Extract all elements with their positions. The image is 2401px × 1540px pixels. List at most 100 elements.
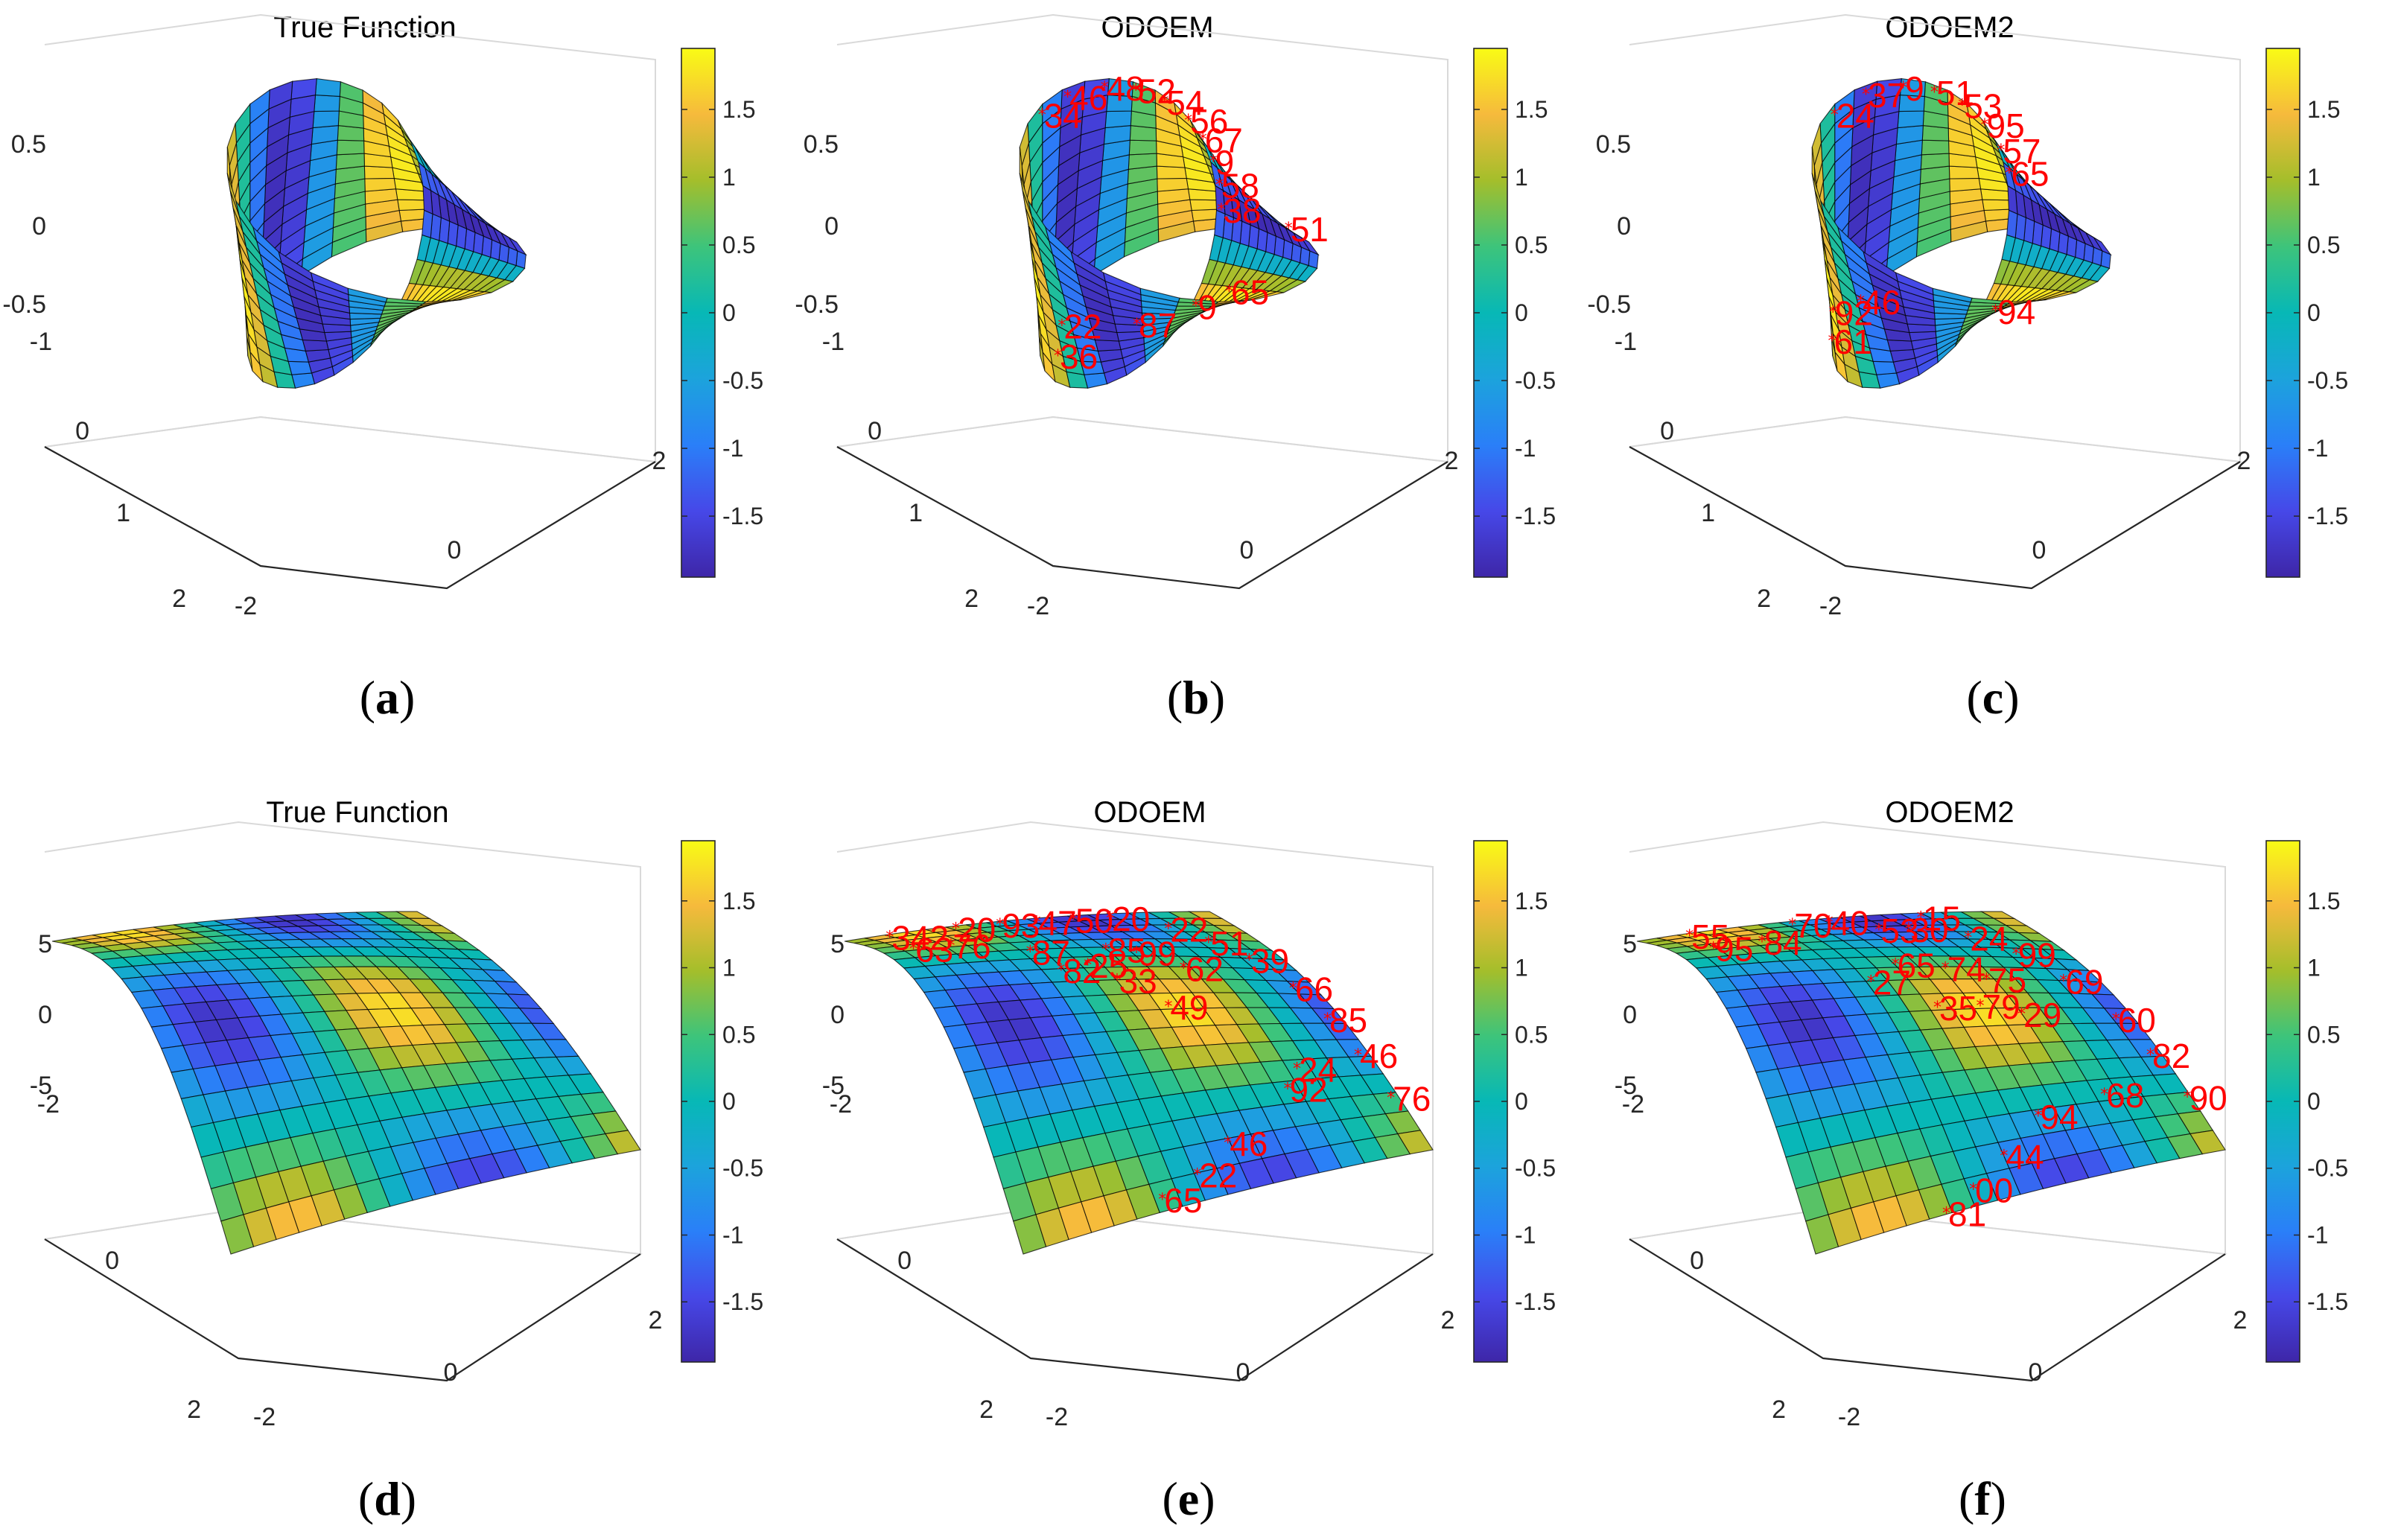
- sample-star: *: [1158, 1191, 1166, 1209]
- y-tick-label: -2: [1622, 1090, 1644, 1119]
- colorbar-tick-label: 1.5: [2307, 888, 2340, 914]
- colorbar-tick-label: -1: [1515, 435, 1536, 462]
- sample-label: 87: [1139, 306, 1177, 345]
- y-tick-label: 2: [187, 1396, 201, 1424]
- colorbar-tick-label: 1.5: [1515, 96, 1548, 123]
- x-tick-label: 2: [1441, 1306, 1455, 1334]
- axes-floor-frame: [836, 416, 1451, 590]
- sample-star: *: [1904, 920, 1912, 939]
- colorbar-tick-label: -1: [722, 435, 743, 462]
- sample-star: *: [1113, 972, 1122, 990]
- z-tick-label: 0.5: [1596, 130, 1631, 159]
- sample-star: *: [1038, 106, 1046, 125]
- surface-cell: [314, 77, 341, 97]
- subfigure-label: (f): [1959, 1472, 2006, 1525]
- colorbar-tick-label: 0.5: [1515, 232, 1548, 258]
- subfigure-letter: c: [1982, 671, 2003, 724]
- axis-ticks: 0.5 0 -0.5 -1 0 1 2 -2 0 2: [2, 130, 666, 620]
- surface-cell: [363, 165, 395, 179]
- subfigure-letter: d: [374, 1472, 401, 1525]
- sample-label: 46: [1069, 79, 1107, 118]
- surface-cell: [335, 153, 365, 170]
- sample-marks: *342 *20 *93*47*50*20*63*76 *22*51*39*66*85…: [885, 900, 1431, 1220]
- z-tick-label: 0.5: [11, 130, 46, 159]
- z-tick-label: 5: [38, 930, 52, 958]
- z-tick-label: 0: [38, 1001, 52, 1029]
- colorbar-tick-label: -1: [2307, 435, 2328, 462]
- sample-label: 342: [891, 918, 949, 957]
- sample-label: 25: [1090, 946, 1128, 985]
- panel-b: ODOEM *34*46*48*52*54*56*67*9*58*38*36*2…: [795, 11, 1556, 724]
- sample-star: *: [2059, 972, 2067, 990]
- y-tick-label: -2: [37, 1090, 60, 1119]
- sample-star: *: [2034, 1107, 2042, 1126]
- sample-label: 22: [1063, 308, 1101, 346]
- colorbar-tick-label: 1: [1515, 955, 1528, 981]
- sample-label: 87: [1032, 934, 1070, 973]
- sample-label: 40: [1831, 903, 1869, 942]
- colorbar-tick-label: 0.5: [722, 232, 755, 258]
- panel-f: ODOEM2 *55 *70*40 *15*95 *84 *53*30 *24 *99*69…: [1615, 796, 2348, 1525]
- sample-star: *: [1101, 941, 1110, 960]
- sample-star: *: [1825, 913, 1834, 932]
- axes-box: [836, 821, 1435, 1382]
- sample-label: 57: [2003, 132, 2041, 171]
- sample-star: *: [1133, 316, 1141, 334]
- x-tick-label: 0: [2032, 536, 2047, 564]
- sample-star: *: [1101, 79, 1109, 98]
- colorbar-tick-label: 1.5: [722, 96, 755, 123]
- sample-label: 22: [1170, 910, 1208, 949]
- z-tick-label: 0: [824, 212, 839, 241]
- sample-star: *: [1192, 297, 1200, 316]
- sample-label: 85: [1107, 932, 1145, 970]
- z-tick-label: -0.5: [1587, 290, 1631, 319]
- sample-star: *: [1084, 956, 1092, 975]
- sample-star: *: [1054, 347, 1062, 366]
- y-tick-label: 2: [1772, 1396, 1786, 1424]
- sample-star: *: [1284, 1081, 1292, 1099]
- sample-label: 00: [1975, 1171, 2013, 1209]
- sample-marks: *24*37*9 *51*53*95*57*65*61*92 *94*46: [1828, 69, 2049, 361]
- sample-label: 51: [1291, 210, 1329, 249]
- sample-star: *: [1245, 952, 1253, 970]
- sample-label: 37: [1868, 76, 1906, 115]
- sample-star: *: [1969, 1180, 1977, 1199]
- sample-star: *: [2012, 945, 2020, 964]
- sample-label: 76: [1393, 1079, 1431, 1118]
- sample-star: *: [2100, 1086, 2108, 1104]
- surface: [1019, 77, 1320, 389]
- sample-label: 67: [1205, 121, 1243, 160]
- sample-star: *: [1193, 1166, 1201, 1185]
- subfigure-letter: f: [1974, 1472, 1991, 1525]
- sample-label: 35: [1939, 989, 1977, 1028]
- x-tick-label: 2: [652, 447, 667, 475]
- z-tick-label: 5: [830, 930, 845, 958]
- surface-cell: [291, 372, 316, 389]
- sample-star: *: [1788, 916, 1796, 935]
- colorbar-tick-label: 0: [1515, 299, 1528, 326]
- colorbar-tick-label: 0: [1515, 1088, 1528, 1115]
- surface-cell: [1156, 165, 1187, 179]
- surface-cell: [312, 110, 340, 129]
- sample-star: *: [947, 937, 955, 955]
- y-tick-label: 0: [75, 417, 89, 445]
- sample-label: 76: [953, 927, 990, 966]
- sample-star: *: [2000, 1148, 2008, 1166]
- sample-star: *: [1758, 933, 1766, 952]
- colorbar-tick-label: -1.5: [2307, 503, 2348, 529]
- y-tick-label: 0: [105, 1247, 119, 1275]
- sample-star: *: [1199, 131, 1207, 150]
- z-tick-label: -0.5: [2, 290, 46, 319]
- sample-label: 95: [1715, 930, 1753, 969]
- sample-label: 20: [1112, 900, 1150, 938]
- sample-label: 65: [2011, 155, 2049, 194]
- x-tick-label: 2: [1445, 447, 1459, 475]
- surface-cell: [1070, 251, 1106, 282]
- sample-star: *: [1930, 83, 1939, 102]
- axes-front-edges: [44, 446, 656, 590]
- z-tick-label: 0.5: [804, 130, 839, 159]
- sample-star: *: [1180, 959, 1188, 978]
- surface-cell: [1157, 177, 1189, 192]
- sample-star: *: [1831, 106, 1839, 125]
- y-tick-label: 0: [1690, 1247, 1704, 1275]
